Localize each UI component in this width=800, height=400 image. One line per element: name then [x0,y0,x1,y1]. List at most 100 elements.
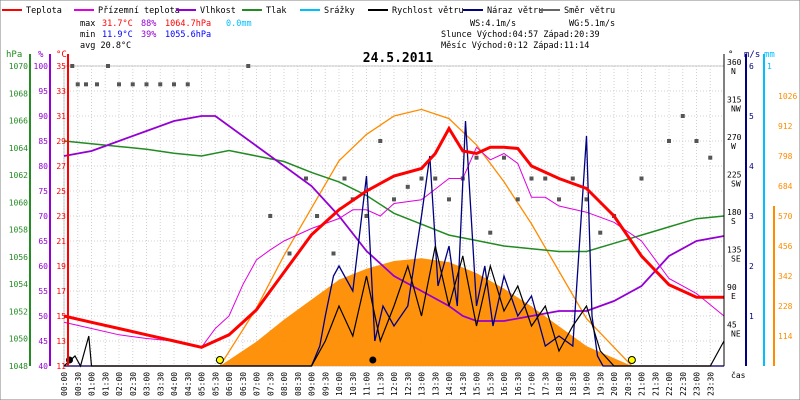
pct-tick-label: 45 [38,337,48,346]
x-tick-label: 19:00 [583,372,592,396]
x-tick-label: 06:00 [225,372,234,396]
wind-dir-point [488,230,493,235]
stats-block: max 31.7°C 88% 1064.7hPa 0.0mm min 11.9°… [80,19,615,51]
series-n-raz-v-tru [64,120,724,367]
wind-dir-point [378,139,383,143]
hpa-tick-label: 1050 [9,335,28,344]
wm2-tick-label: 456 [778,242,793,251]
wind-dir-point [185,82,190,87]
wm2-tick-label: 228 [778,302,793,311]
x-tick-label: 10:30 [349,372,358,396]
x-tick-label: 18:30 [569,372,578,396]
wind-dir-point [144,82,149,87]
x-tick-label: 18:00 [555,372,564,396]
series-rychlost-v-tru [63,245,725,368]
pct-tick-label: 50 [38,312,48,321]
wind-dir-point [342,176,347,181]
ms-tick-label: 1 [749,312,754,321]
degc-tick-label: 33 [56,87,66,96]
x-tick-label: 22:30 [679,372,688,396]
pct-tick-label: 65 [38,237,48,246]
hpa-tick-label: 1052 [9,307,28,316]
wind-dir-point [447,197,451,202]
x-tick-label: 13:30 [431,372,440,396]
hpa-tick-label: 1058 [9,226,28,235]
pct-tick-label: 80 [38,162,48,171]
dir-tick-compass: SE [731,255,741,264]
pct-tick-label: 95 [38,87,48,96]
x-tick-label: 15:30 [486,372,495,396]
pct-tick-label: 100 [34,62,49,71]
dir-tick-compass: W [731,142,736,151]
chart-title: 24.5.2011 [363,51,434,66]
x-tick-label: 23:30 [706,372,715,396]
x-tick-label: 03:30 [156,372,165,396]
stat-sun: Slunce Východ:04:57 Západ:20:39 [441,30,600,40]
wm2-tick-label: 114 [778,332,793,341]
degc-tick-label: 11 [56,362,66,371]
hpa-tick-label: 1064 [9,144,28,153]
sunset-marker [627,356,636,364]
ms-tick-label: 5 [749,112,754,121]
series-teplota [63,125,724,349]
degc-tick-label: 31 [56,112,66,121]
pct-tick-label: 85 [38,137,48,146]
legend-vlhkost: Vlhkost [200,6,236,16]
wind-dir-point [708,155,713,160]
wind-dir-point [639,176,644,181]
stat-max-label: max [80,19,95,29]
dir-tick-label: 180 [727,208,742,217]
x-tick-label: 13:00 [418,372,427,396]
pct-tick-label: 75 [38,187,48,196]
wind-dir-point [433,176,438,181]
stat-min-temp: 11.9°C [102,30,133,40]
x-tick-label: 07:30 [266,372,275,396]
degc-tick-label: 35 [56,62,66,71]
wind-dir-point [268,214,273,218]
wind-dir-point [419,176,424,181]
wm2-tick-label: 570 [778,212,793,221]
x-tick-label: 21:00 [638,372,647,396]
degc-axis-title: °C [56,50,67,60]
stat-wg: WG:5.1m/s [569,19,615,29]
legend-teplota: Teplota [26,6,62,16]
legend-srazky: Srážky [324,6,355,16]
wind-dir-point [172,82,176,87]
legend-rychlost: Rychlost větru [392,6,464,16]
ms-axis-title: m/s [744,50,760,60]
pct-tick-label: 60 [38,262,48,271]
x-tick-label: 11:00 [363,372,372,396]
legend-smer: Směr větru [564,6,615,16]
wind-dir-point [392,197,396,202]
wind-dir-point [106,64,110,68]
x-tick-label: 08:30 [294,372,303,396]
series-vlhkost [63,115,725,322]
wind-dir-point [405,184,410,189]
x-tick-label: 01:00 [88,372,97,396]
x-tick-label: 02:00 [115,372,124,396]
x-tick-label: 19:30 [596,372,605,396]
legend-prizemni: Přízemní teplota [98,6,180,16]
x-tick-label: 15:00 [473,372,482,396]
dir-tick-compass: E [731,292,736,301]
dir-tick-compass: NW [731,105,741,114]
x-tick-label: 06:30 [239,372,248,396]
x-tick-label: 14:30 [459,372,468,396]
x-tick-label: 20:30 [624,372,633,396]
stat-max-temp: 31.7°C [102,19,133,29]
series-layer [63,64,725,368]
stat-avg: avg 20.8°C [80,41,131,51]
x-tick-label: 16:00 [500,372,509,396]
stat-max-press: 1064.7hPa [165,19,211,29]
dir-tick-label: 135 [727,246,742,255]
x-tick-label: 12:30 [404,372,413,396]
wind-dir-point [70,64,75,68]
wind-dir-point [158,82,163,87]
x-tick-label: 12:00 [390,372,399,396]
dir-tick-compass: NE [731,330,741,339]
stat-min-label: min [80,30,95,40]
dir-tick-compass: N [731,67,736,76]
wind-dir-point [680,114,685,118]
stat-rain: 0.0mm [226,19,252,29]
axes-layer: 00:00 00:30 01:00 01:30 02:00 02:30 03:00 03:30… [6,50,797,396]
